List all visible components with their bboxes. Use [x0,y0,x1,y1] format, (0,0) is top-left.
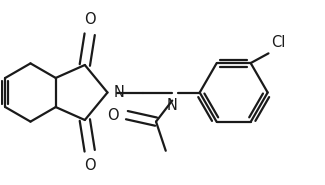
Text: N: N [167,98,178,113]
Text: N: N [113,85,124,100]
Text: O: O [107,108,119,123]
Text: O: O [84,12,96,27]
Text: O: O [84,158,96,173]
Text: Cl: Cl [271,35,285,50]
